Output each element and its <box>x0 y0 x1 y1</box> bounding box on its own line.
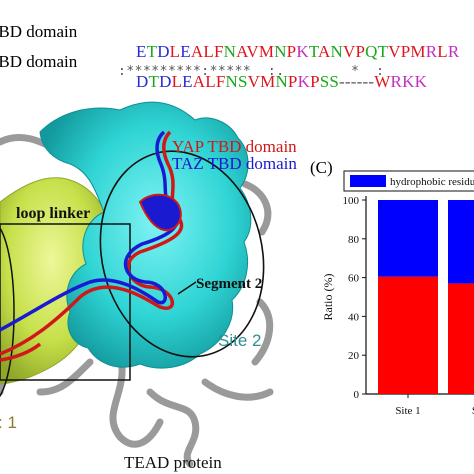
residue: - <box>362 72 369 91</box>
residue: D <box>159 72 172 91</box>
residue: R <box>447 42 460 61</box>
residue: L <box>169 42 181 61</box>
site1-label-partial: : 1 <box>0 413 17 432</box>
residue: E <box>180 42 191 61</box>
residue: - <box>356 72 363 91</box>
residue: K <box>296 42 309 61</box>
alignment-row-2: TBD domain DTDLEALFNSVMNPKPSS------WRKK <box>0 32 474 91</box>
bar-other-2 <box>448 283 474 394</box>
residue: A <box>190 42 204 61</box>
y-tick-label: 40 <box>348 311 360 323</box>
residue: D <box>136 72 149 91</box>
residue: - <box>350 72 357 91</box>
panel-c-label: (C) <box>310 158 333 177</box>
residue: S <box>329 72 340 91</box>
residue: P <box>286 42 297 61</box>
legend-taz-label: TAZ TBD domain <box>172 154 297 173</box>
loop-linker-box <box>0 223 131 381</box>
residue: T <box>308 42 319 61</box>
residue: T <box>377 42 389 61</box>
residue: N <box>275 72 288 91</box>
residue: N <box>223 42 237 61</box>
bar-other-1 <box>378 276 438 394</box>
structure-panel: YAP TBD domain TAZ TBD domain loop linke… <box>0 101 297 472</box>
alignment-sequence-1: ETDLEALFNAVMNPKTANVPQTVPMRLR <box>136 42 459 62</box>
alignment-label-1: TBD domain <box>0 22 78 41</box>
residue: P <box>310 72 320 91</box>
residue: S <box>319 72 330 91</box>
residue: K <box>402 72 415 91</box>
y-tick-label: 0 <box>354 389 360 401</box>
residue: A <box>318 42 331 61</box>
residue: S <box>237 72 248 91</box>
y-axis-label: Ratio (%) <box>321 274 335 321</box>
yap-trace <box>0 130 184 356</box>
y-tick-label: 80 <box>348 234 360 246</box>
loop-linker-label: loop linker <box>16 205 90 222</box>
yap-trace-tail <box>0 342 42 362</box>
residue: P <box>355 42 366 61</box>
residue: L <box>171 72 183 91</box>
residue: E <box>136 42 147 61</box>
legend-yap-label: YAP TBD domain <box>172 137 297 156</box>
legend-label-hydrophobic: hydrophobic residue <box>390 176 474 188</box>
residue: L <box>437 42 448 61</box>
residue: K <box>297 72 311 91</box>
residue: A <box>236 42 247 61</box>
residue: L <box>203 42 214 61</box>
segment2-label: Segment 2 <box>196 276 262 292</box>
residue: F <box>215 72 226 91</box>
residue: V <box>246 42 259 61</box>
x-tick-label: Site 1 <box>395 405 420 417</box>
y-tick-label: 20 <box>348 350 360 362</box>
residue: - <box>344 72 351 91</box>
x-tick-label: Sit <box>472 405 474 417</box>
site2-label: Site 2 <box>218 331 261 350</box>
residue: W <box>374 72 391 91</box>
residue: - <box>339 72 345 91</box>
bar-hydrophobic-2 <box>448 200 474 284</box>
site2-surface <box>39 101 252 369</box>
residue: K <box>414 72 428 91</box>
residue: F <box>213 42 224 61</box>
alignment-sequence-2: DTDLEALFNSVMNPKPSS------WRKK <box>136 72 427 92</box>
residue: P <box>400 42 411 61</box>
site1-ellipse <box>0 226 15 398</box>
residue: E <box>182 72 193 91</box>
residue: A <box>192 72 206 91</box>
residue: V <box>388 42 401 61</box>
residue: R <box>425 42 438 61</box>
residue: M <box>410 42 426 61</box>
y-tick-label: 100 <box>343 195 360 207</box>
residue: M <box>260 72 276 91</box>
residue: - <box>368 72 375 91</box>
residue: N <box>225 72 238 91</box>
taz-trace <box>0 130 179 332</box>
alignment-row-1: TBD domain ETDLEALFNAVMNPKTANVPQTVPMRLR <box>0 2 474 61</box>
residue: T <box>148 72 160 91</box>
helix-segment <box>138 193 182 232</box>
residue: Q <box>365 42 378 61</box>
residue: P <box>287 72 298 91</box>
hydrophobic-ratio-chart: hydrophobic residue 0 20 40 60 80 100 Ratio (%)… <box>321 170 474 417</box>
residue: V <box>247 72 261 91</box>
alignment-consensus: :*********:***** :. * : <box>118 64 385 79</box>
residue: R <box>390 72 403 91</box>
tead-protein-label: TEAD protein <box>124 453 222 472</box>
residue: V <box>343 42 356 61</box>
segment2-arrow <box>177 281 197 295</box>
bar-hydrophobic-1 <box>378 200 438 277</box>
residue: L <box>205 72 216 91</box>
residue: N <box>274 42 287 61</box>
residue: M <box>258 42 275 61</box>
y-tick-label: 60 <box>348 273 360 285</box>
alignment-label-2: TBD domain <box>0 52 78 71</box>
legend-swatch-hydrophobic <box>350 175 386 187</box>
residue: T <box>146 42 158 61</box>
residue: N <box>330 42 344 61</box>
residue: D <box>157 42 170 61</box>
